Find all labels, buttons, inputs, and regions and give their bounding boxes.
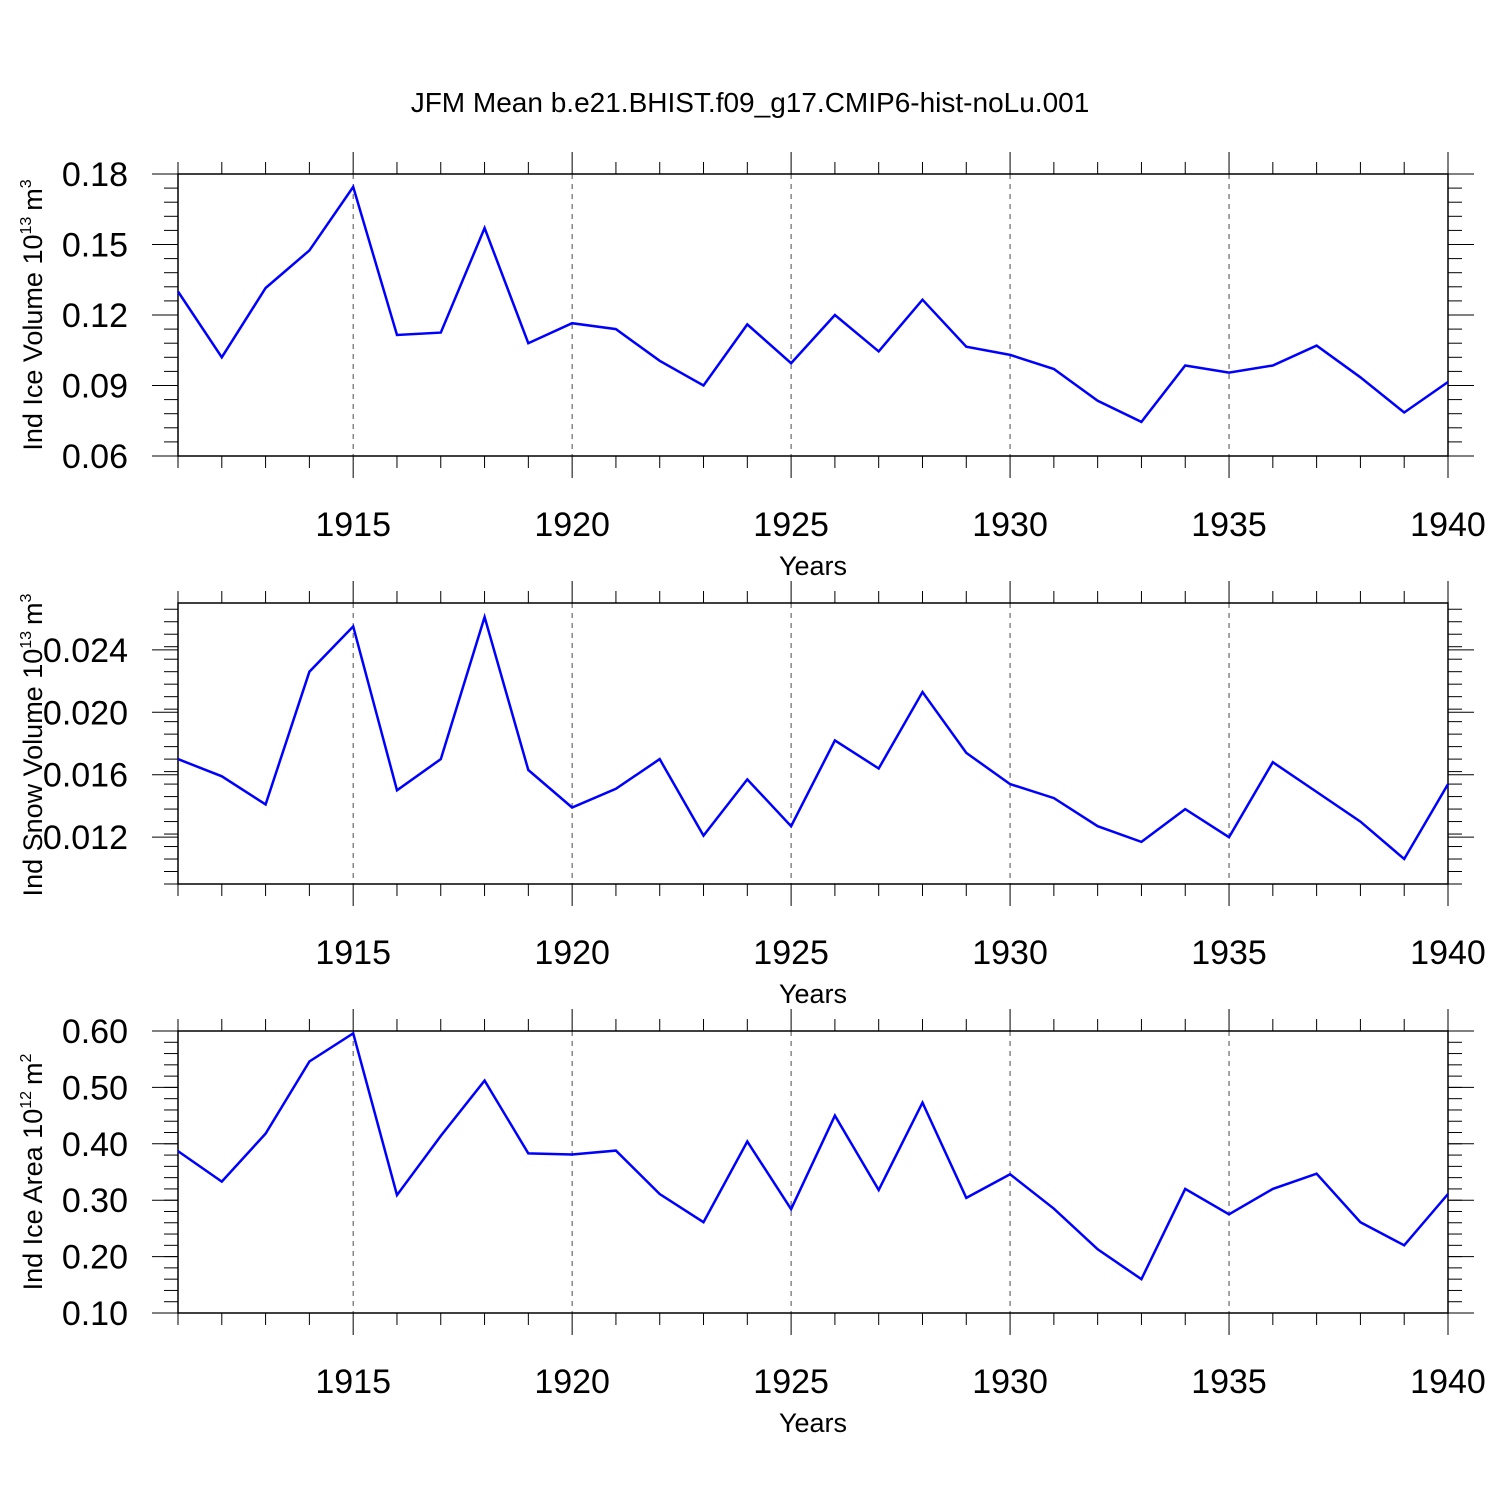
- x-tick-label: 1930: [972, 934, 1048, 972]
- x-tick-label: 1930: [972, 506, 1048, 544]
- x-tick-label: 1925: [753, 1363, 829, 1401]
- y-axis-title: Ind Ice Area 1012 m2: [18, 1053, 48, 1290]
- x-tick-label: 1915: [315, 506, 391, 544]
- y-axis-title-text: Ind Ice Volume 10: [18, 235, 48, 451]
- y-tick-label: 0.18: [62, 156, 128, 194]
- y-axis-title-unit-exponent: 3: [18, 593, 35, 602]
- x-tick-label: 1920: [534, 506, 610, 544]
- y-axis-title-exponent: 13: [18, 217, 35, 235]
- x-tick-label: 1920: [534, 934, 610, 972]
- x-tick-label: 1925: [753, 506, 829, 544]
- y-tick-label: 0.024: [43, 632, 128, 670]
- x-tick-label: 1935: [1191, 506, 1267, 544]
- y-tick-label: 0.15: [62, 227, 128, 265]
- series-line: [177, 612, 1450, 861]
- y-axis-title-text: Ind Snow Volume 10: [18, 649, 48, 897]
- x-tick-label: 1940: [1410, 1363, 1486, 1401]
- y-axis-title-exponent: 12: [18, 1091, 35, 1109]
- x-tick-label: 1935: [1191, 1363, 1267, 1401]
- y-axis-title-exponent: 13: [18, 631, 35, 649]
- y-tick-label: 0.12: [62, 297, 128, 335]
- y-tick-label: 0.20: [62, 1239, 128, 1277]
- y-axis-title-text: Ind Ice Area 10: [18, 1109, 48, 1291]
- y-tick-label: 0.012: [43, 819, 128, 857]
- x-tick-label: 1915: [315, 1363, 391, 1401]
- ice-area-panel: 0.10 0.20 0.30 0.40 0.50 0.60 1915 1920 1925 1930…: [18, 1009, 1486, 1438]
- snow-volume-panel: 0.012 0.016 0.020 0.024 1915 1920 1925 1930 1935…: [18, 581, 1486, 1009]
- x-tick-label: 1920: [534, 1363, 610, 1401]
- figure-title: JFM Mean b.e21.BHIST.f09_g17.CMIP6-hist-…: [411, 87, 1090, 118]
- y-tick-label: 0.60: [62, 1013, 128, 1051]
- y-tick-label: 0.016: [43, 757, 128, 795]
- x-axis-title: Years: [779, 979, 847, 1009]
- y-axis-title-unit-exponent: 3: [18, 179, 35, 188]
- y-axis-title-unit: m: [18, 1062, 48, 1085]
- ice-volume-panel: 0.06 0.09 0.12 0.15 0.18 1915 1920 1925 1930 1935…: [18, 152, 1486, 581]
- plot-frame: [177, 602, 1449, 885]
- y-axis-title-unit: m: [18, 602, 48, 625]
- series-line: [176, 184, 1449, 424]
- plot-frame: [177, 1030, 1449, 1314]
- y-axis-title-unit-exponent: 2: [18, 1053, 35, 1062]
- y-axis-title-unit: m: [18, 188, 48, 211]
- x-tick-label: 1915: [315, 934, 391, 972]
- y-axis-title: Ind Snow Volume 1013 m3: [18, 593, 48, 896]
- y-tick-label: 0.09: [62, 368, 128, 406]
- x-tick-label: 1940: [1410, 934, 1486, 972]
- x-axis-title: Years: [779, 1408, 847, 1438]
- y-tick-label: 0.40: [62, 1126, 128, 1164]
- x-tick-label: 1925: [753, 934, 829, 972]
- y-tick-label: 0.50: [62, 1069, 128, 1107]
- y-tick-label: 0.10: [62, 1295, 128, 1333]
- y-tick-label: 0.020: [43, 694, 128, 732]
- x-tick-label: 1940: [1410, 506, 1486, 544]
- x-tick-label: 1930: [972, 1363, 1048, 1401]
- series-line: [177, 1031, 1449, 1282]
- x-tick-label: 1935: [1191, 934, 1267, 972]
- x-axis-title: Years: [779, 551, 847, 581]
- y-tick-label: 0.30: [62, 1182, 128, 1220]
- y-tick-label: 0.06: [62, 438, 128, 476]
- y-axis-title: Ind Ice Volume 1013 m3: [18, 179, 48, 450]
